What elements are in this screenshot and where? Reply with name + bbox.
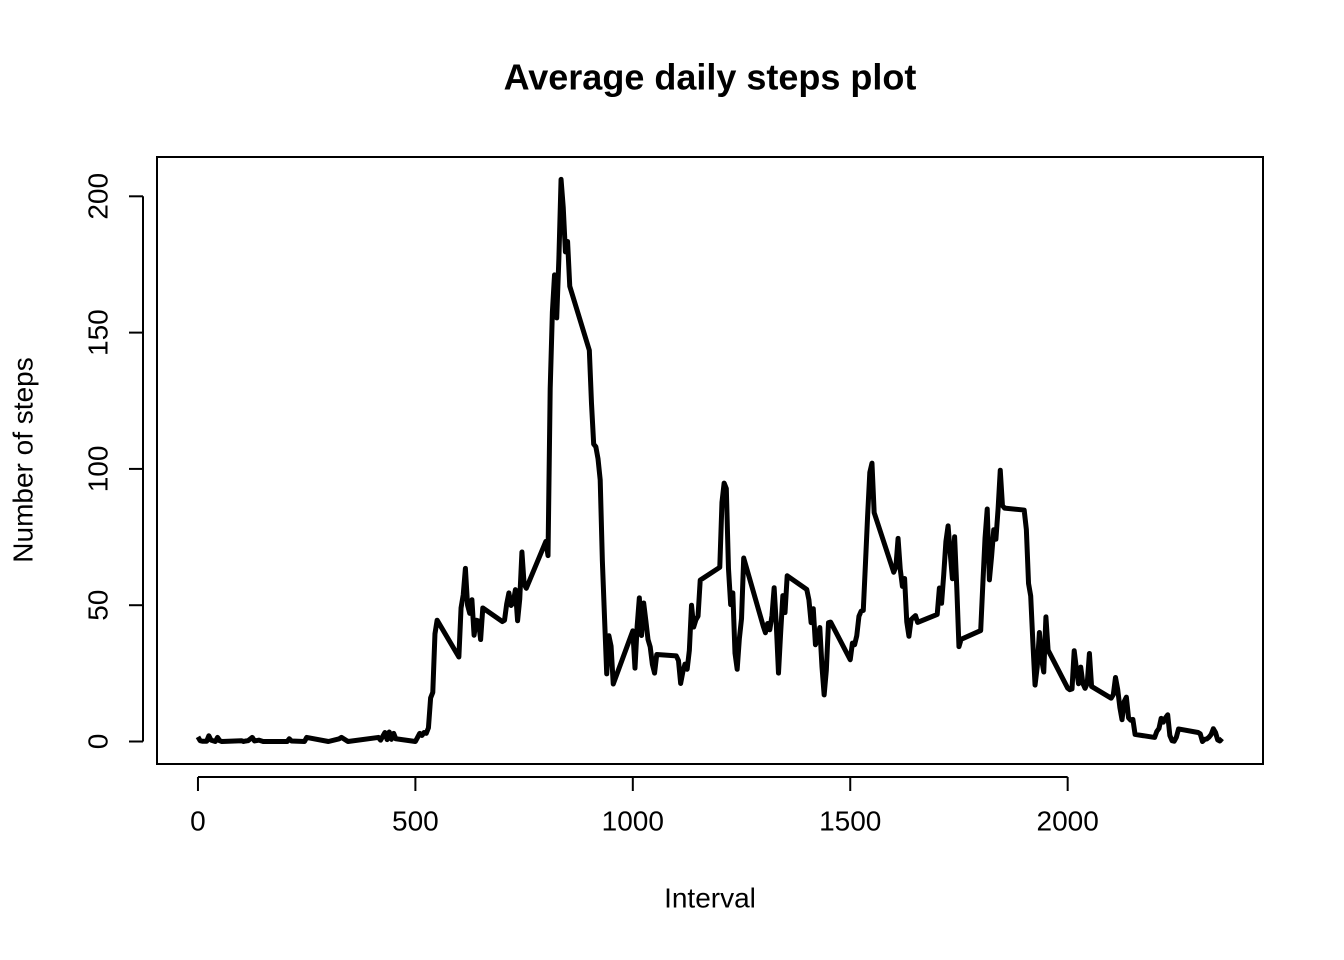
y-tick-label: 150: [82, 309, 113, 356]
x-tick-label: 0: [190, 805, 206, 836]
x-tick-label: 500: [392, 805, 439, 836]
x-tick-label: 1000: [602, 805, 664, 836]
y-tick-label: 200: [82, 173, 113, 220]
data-line: [195, 176, 1224, 745]
plot-box: [156, 156, 1264, 765]
y-tick-label: 0: [82, 734, 113, 750]
y-tick-label: 50: [82, 590, 113, 621]
x-tick-label: 1500: [819, 805, 881, 836]
chart-title: Average daily steps plot: [504, 57, 917, 98]
x-tick-label: 2000: [1037, 805, 1099, 836]
x-axis-label: Interval: [664, 882, 756, 913]
y-tick-label: 100: [82, 446, 113, 493]
y-axis-label: Number of steps: [7, 357, 38, 562]
